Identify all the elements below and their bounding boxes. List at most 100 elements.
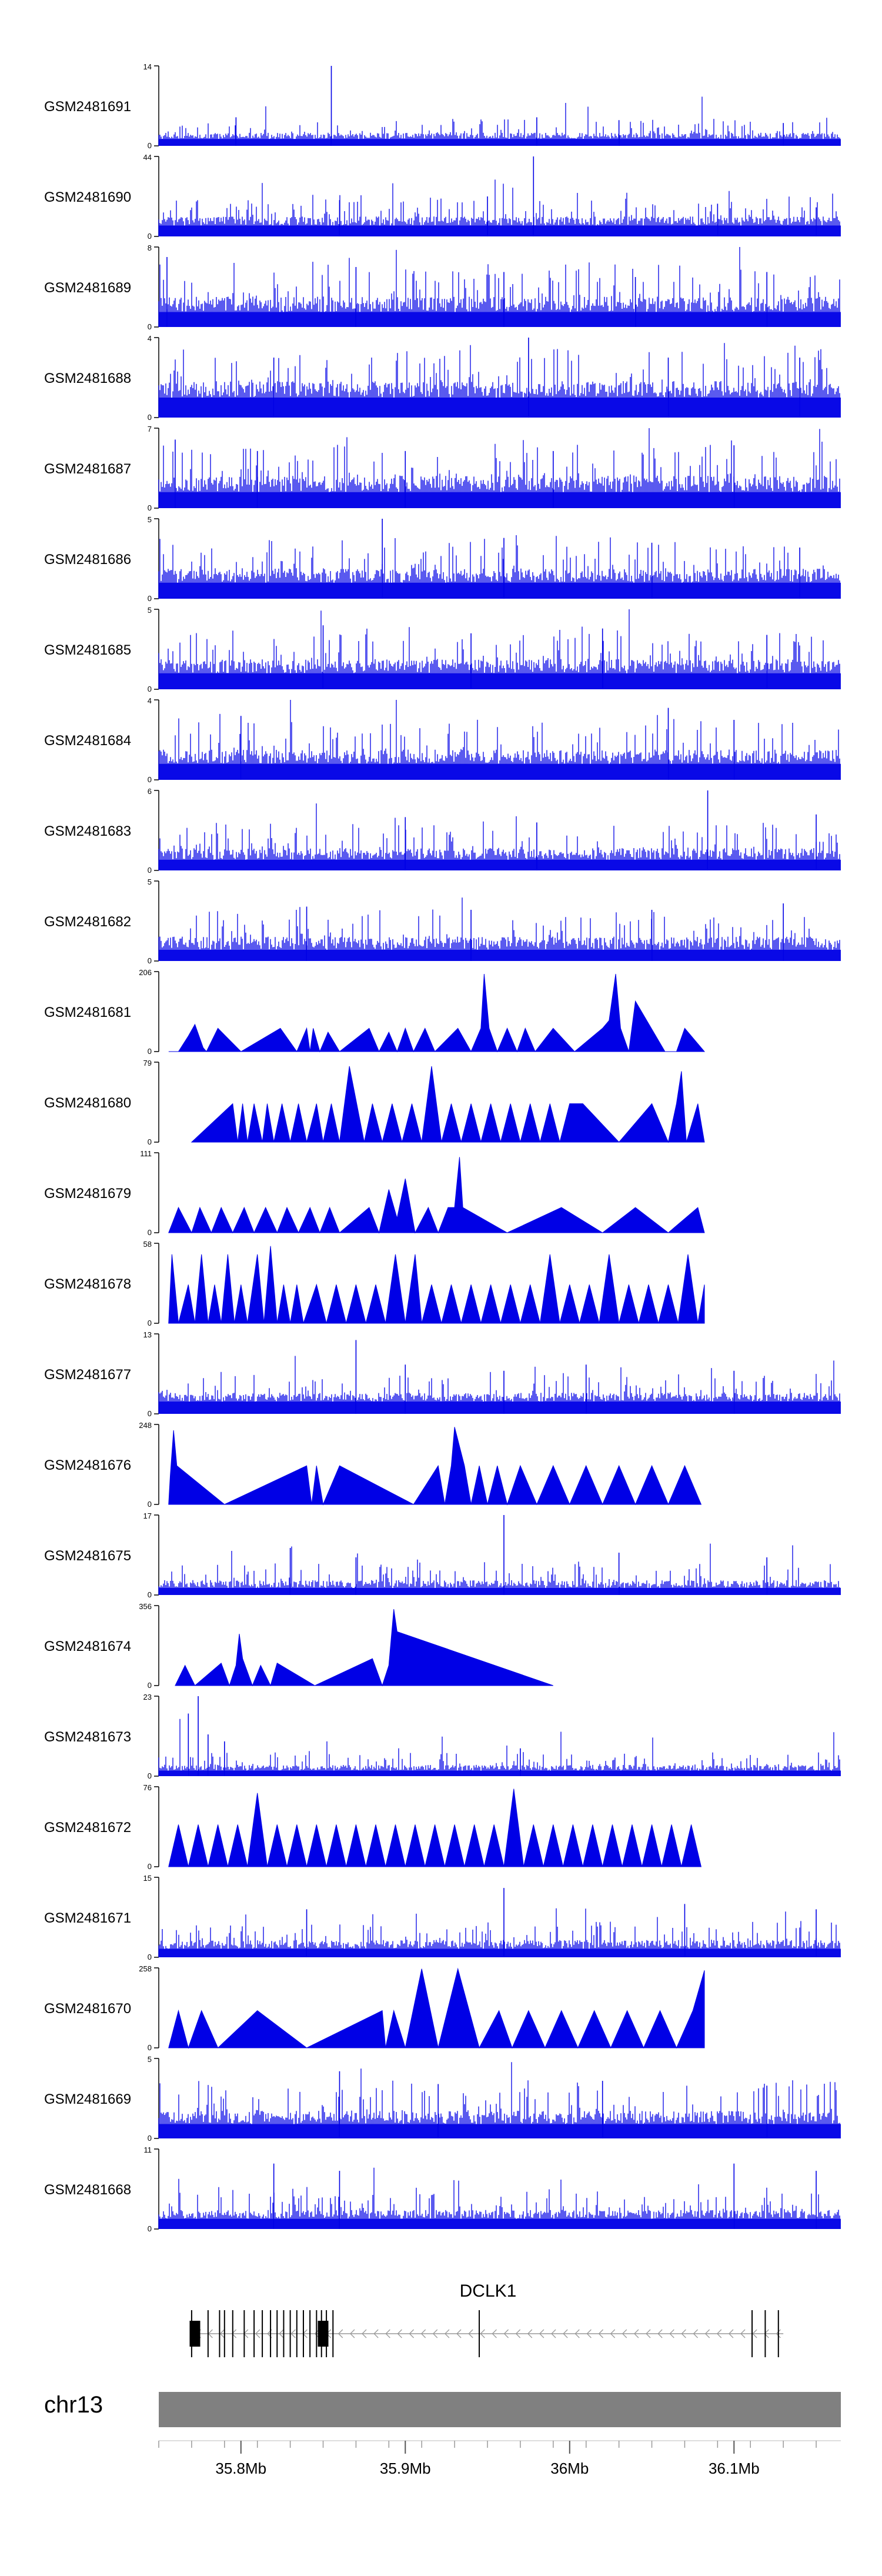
coverage-floor xyxy=(159,673,841,689)
track-label: GSM2481684 xyxy=(44,733,131,749)
strand-arrow xyxy=(420,2329,426,2338)
track-label: GSM2481686 xyxy=(44,552,131,568)
track-GSM2481678: GSM2481678 58 0 xyxy=(44,1240,705,1327)
y-tick-label-min: 0 xyxy=(148,2134,152,2143)
y-tick-label-max: 206 xyxy=(139,968,152,977)
track-GSM2481679: GSM2481679 111 0 xyxy=(44,1149,705,1237)
coverage-area xyxy=(191,1066,705,1143)
y-tick-label-max: 6 xyxy=(148,787,152,796)
coverage-area xyxy=(168,1427,702,1506)
strand-arrow xyxy=(492,2329,497,2338)
track-label: GSM2481683 xyxy=(44,823,131,839)
y-tick-label-min: 0 xyxy=(148,1862,152,1871)
strand-arrow xyxy=(397,2329,402,2338)
strand-arrow xyxy=(314,2329,320,2338)
y-tick-label-max: 4 xyxy=(148,696,152,705)
track-GSM2481681: GSM2481681 206 0 xyxy=(44,968,706,1056)
y-tick-label-min: 0 xyxy=(148,866,152,875)
track-GSM2481691: GSM2481691 14 0 xyxy=(44,62,841,150)
track-GSM2481675: GSM2481675 17 0 xyxy=(44,1511,841,1599)
coverage-floor xyxy=(159,582,841,599)
y-tick-label-min: 0 xyxy=(148,956,152,965)
y-tick-label-min: 0 xyxy=(148,2224,152,2233)
track-label: GSM2481682 xyxy=(44,914,131,930)
track-label: GSM2481673 xyxy=(44,1729,131,1745)
gene-label: DCLK1 xyxy=(460,2281,517,2301)
coverage-floor xyxy=(159,763,841,780)
strand-arrow xyxy=(551,2329,556,2338)
strand-arrow xyxy=(527,2329,533,2338)
y-tick-label-max: 5 xyxy=(148,2055,152,2064)
x-tick-label: 36Mb xyxy=(550,2460,589,2477)
chromosome-bar xyxy=(159,2392,841,2427)
y-tick-label-min: 0 xyxy=(148,775,152,784)
coverage-floor xyxy=(159,225,841,236)
coverage-tracks: GSM2481691140GSM2481690440GSM248168980GS… xyxy=(44,62,841,2233)
y-tick-label-min: 0 xyxy=(148,1681,152,1690)
y-tick-label-max: 13 xyxy=(143,1330,152,1339)
coverage-floor xyxy=(159,2124,841,2138)
y-tick-label-min: 0 xyxy=(148,594,152,603)
track-GSM2481672: GSM2481672 76 0 xyxy=(44,1783,702,1871)
track-label: GSM2481678 xyxy=(44,1276,131,1292)
strand-arrow xyxy=(349,2329,355,2338)
coverage-floor xyxy=(159,859,841,870)
track-label: GSM2481679 xyxy=(44,1186,131,1202)
coverage-floor xyxy=(159,398,841,418)
strand-arrow xyxy=(385,2329,390,2338)
coverage-floor xyxy=(159,139,841,146)
strand-arrow xyxy=(503,2329,509,2338)
y-tick-label-max: 76 xyxy=(143,1783,152,1792)
coverage-floor xyxy=(159,1402,841,1414)
strand-arrow xyxy=(468,2329,473,2338)
track-label: GSM2481685 xyxy=(44,642,131,658)
y-tick-label-max: 111 xyxy=(140,1149,152,1158)
coverage-floor xyxy=(159,312,841,327)
track-label: GSM2481675 xyxy=(44,1548,131,1564)
y-tick-label-max: 248 xyxy=(139,1421,152,1430)
track-GSM2481687: GSM2481687 7 0 xyxy=(44,425,841,512)
y-tick-label-max: 17 xyxy=(143,1511,152,1520)
track-GSM2481680: GSM2481680 79 0 xyxy=(44,1059,705,1146)
strand-arrow xyxy=(432,2329,438,2338)
strand-arrow xyxy=(445,2329,450,2338)
y-tick-label-max: 23 xyxy=(143,1693,152,1701)
strand-arrow xyxy=(598,2329,604,2338)
track-label: GSM2481668 xyxy=(44,2182,131,2198)
track-label: GSM2481691 xyxy=(44,99,131,115)
y-tick-label-min: 0 xyxy=(148,322,152,331)
coverage-area xyxy=(168,1246,705,1324)
track-GSM2481673: GSM2481673 23 0 xyxy=(44,1693,841,1780)
y-tick-label-min: 0 xyxy=(148,1319,152,1327)
track-GSM2481676: GSM2481676 248 0 xyxy=(44,1421,702,1509)
strand-arrow xyxy=(373,2329,379,2338)
track-GSM2481682: GSM2481682 5 0 xyxy=(44,877,841,965)
track-GSM2481674: GSM2481674 356 0 xyxy=(44,1602,553,1690)
track-label: GSM2481670 xyxy=(44,2001,131,2017)
track-GSM2481671: GSM2481671 15 0 xyxy=(44,1874,841,1961)
track-GSM2481677: GSM2481677 13 0 xyxy=(44,1330,841,1418)
strand-arrow xyxy=(657,2329,663,2338)
strand-arrow xyxy=(586,2329,592,2338)
y-tick-label-min: 0 xyxy=(148,503,152,512)
track-GSM2481685: GSM2481685 5 0 xyxy=(44,606,841,693)
coverage-floor xyxy=(159,949,841,961)
y-tick-label-max: 7 xyxy=(148,425,152,433)
strand-arrow xyxy=(776,2329,781,2338)
track-GSM2481689: GSM2481689 8 0 xyxy=(44,243,841,331)
coverage-floor xyxy=(159,1588,841,1595)
x-tick-label: 36.1Mb xyxy=(709,2460,760,2477)
strand-arrow xyxy=(704,2329,710,2338)
track-GSM2481684: GSM2481684 4 0 xyxy=(44,696,841,784)
strand-arrow xyxy=(693,2329,699,2338)
y-tick-label-max: 8 xyxy=(148,243,152,252)
y-tick-label-max: 79 xyxy=(143,1059,152,1067)
track-GSM2481668: GSM2481668 11 0 xyxy=(44,2145,841,2233)
y-tick-label-max: 356 xyxy=(139,1602,152,1611)
strand-arrow xyxy=(634,2329,639,2338)
y-tick-label-min: 0 xyxy=(148,1137,152,1146)
strand-arrow xyxy=(716,2329,722,2338)
y-tick-label-min: 0 xyxy=(148,413,152,422)
strand-arrow xyxy=(231,2329,237,2338)
